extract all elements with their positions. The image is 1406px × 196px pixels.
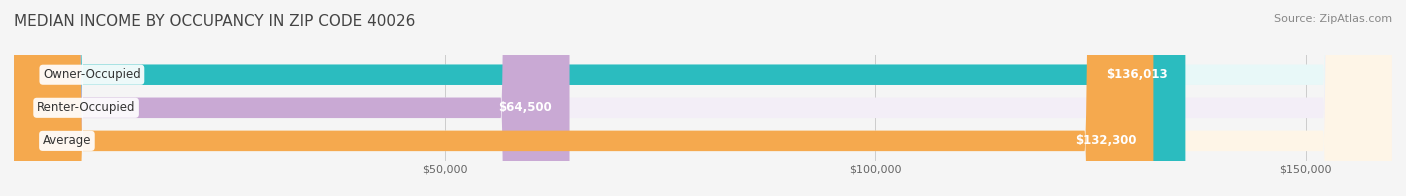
- Text: Renter-Occupied: Renter-Occupied: [37, 101, 135, 114]
- Text: $136,013: $136,013: [1107, 68, 1168, 81]
- FancyBboxPatch shape: [14, 0, 1153, 196]
- FancyBboxPatch shape: [14, 0, 1392, 196]
- Text: $64,500: $64,500: [499, 101, 553, 114]
- Text: Average: Average: [42, 134, 91, 147]
- FancyBboxPatch shape: [14, 0, 1185, 196]
- Text: MEDIAN INCOME BY OCCUPANCY IN ZIP CODE 40026: MEDIAN INCOME BY OCCUPANCY IN ZIP CODE 4…: [14, 14, 415, 29]
- FancyBboxPatch shape: [14, 0, 1392, 196]
- Text: Owner-Occupied: Owner-Occupied: [44, 68, 141, 81]
- Text: Source: ZipAtlas.com: Source: ZipAtlas.com: [1274, 14, 1392, 24]
- FancyBboxPatch shape: [14, 0, 569, 196]
- FancyBboxPatch shape: [14, 0, 1392, 196]
- Text: $132,300: $132,300: [1074, 134, 1136, 147]
